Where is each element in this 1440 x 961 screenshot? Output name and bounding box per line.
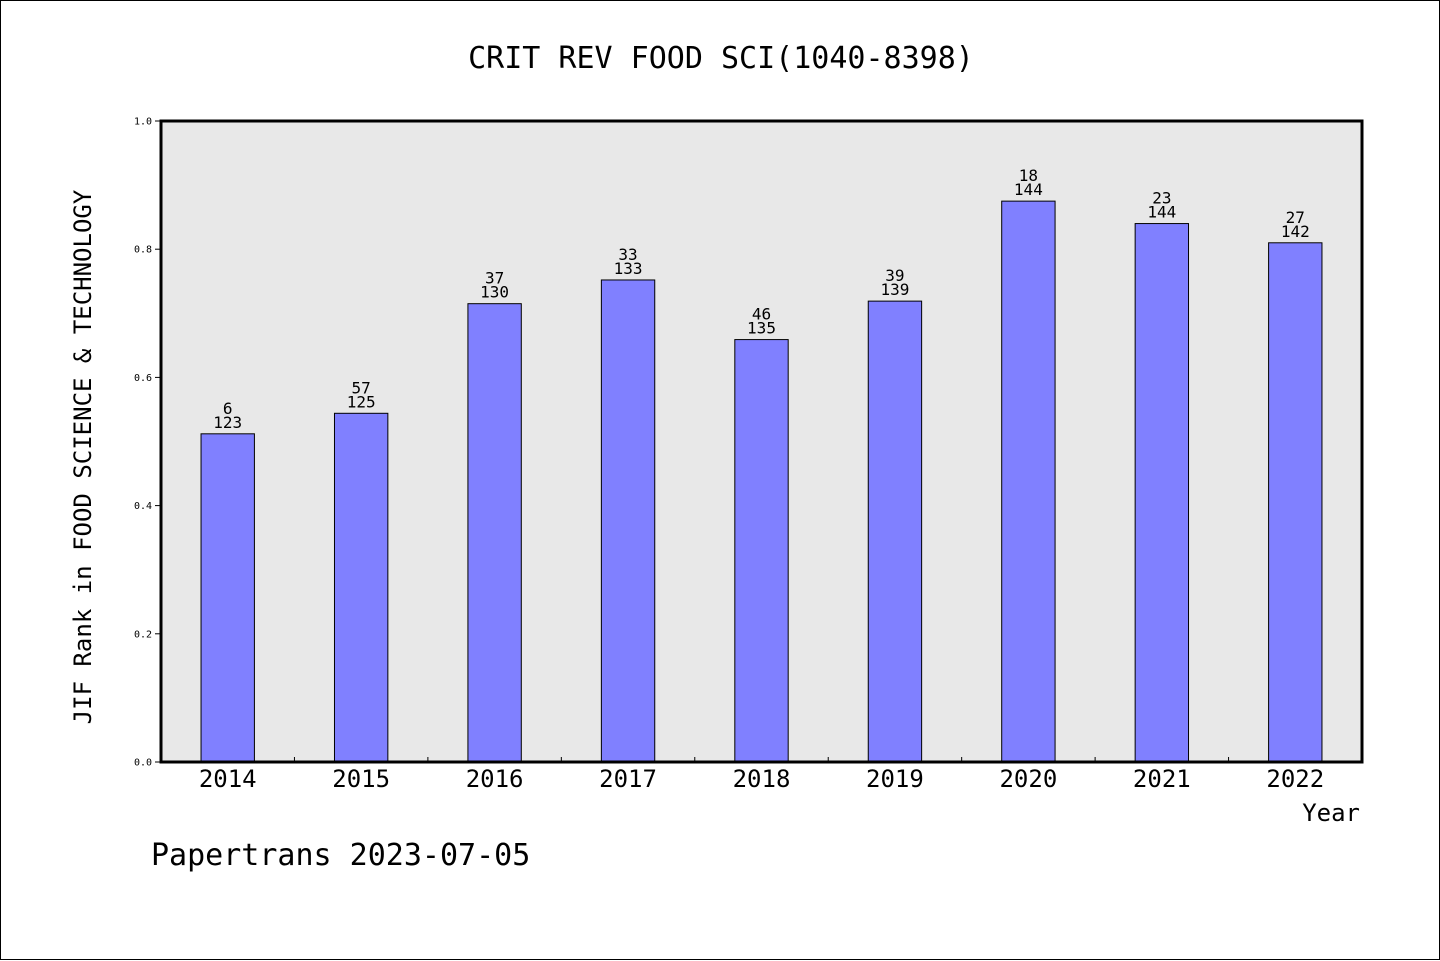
total-label-2019: 139 xyxy=(880,280,909,299)
y-tick-label-0.2: 0.2 xyxy=(134,629,152,640)
total-label-2017: 133 xyxy=(614,259,643,278)
y-axis-title: JIF Rank in FOOD SCIENCE & TECHNOLOGY xyxy=(69,189,97,724)
total-label-2015: 125 xyxy=(347,392,376,411)
bar-2014 xyxy=(200,433,255,763)
total-label-2022: 142 xyxy=(1281,222,1310,241)
bar-2020 xyxy=(1001,200,1056,763)
x-tick-label-2022: 2022 xyxy=(1266,765,1324,793)
total-label-2021: 144 xyxy=(1147,203,1176,222)
total-label-2014: 123 xyxy=(213,413,242,432)
bar-2019 xyxy=(867,300,923,763)
x-tick-label-2014: 2014 xyxy=(199,765,257,793)
bar-2021 xyxy=(1134,223,1190,763)
rank-label-2020: 18 xyxy=(1019,166,1038,185)
x-tick-label-2018: 2018 xyxy=(733,765,791,793)
rank-label-2016: 37 xyxy=(485,269,504,288)
y-tick-label-1.0: 1.0 xyxy=(134,117,152,128)
rank-label-2018: 46 xyxy=(752,305,771,324)
total-label-2020: 144 xyxy=(1014,180,1043,199)
x-tick-label-2019: 2019 xyxy=(866,765,924,793)
rank-label-2017: 33 xyxy=(618,245,637,264)
bars-group xyxy=(200,200,1323,763)
rank-label-2021: 23 xyxy=(1152,189,1171,208)
y-tick-label-0.8: 0.8 xyxy=(134,245,152,256)
y-tick-label-0.6: 0.6 xyxy=(134,373,152,384)
bar-2022 xyxy=(1268,242,1323,763)
x-tick-label-2017: 2017 xyxy=(599,765,657,793)
y-tick-label-0.0: 0.0 xyxy=(134,758,152,769)
bar-2015 xyxy=(333,412,389,763)
rank-label-2015: 57 xyxy=(352,378,371,397)
bar-2018 xyxy=(734,339,789,763)
x-axis: 2014 2015 2016 2017 2018 2019 2020 2021 2022 xyxy=(199,757,1324,793)
x-tick-label-2021: 2021 xyxy=(1133,765,1191,793)
total-label-2016: 130 xyxy=(480,283,509,302)
bar-2016 xyxy=(467,303,522,763)
x-axis-title: Year xyxy=(1302,799,1360,827)
bar-2017 xyxy=(600,279,656,763)
chart-title: CRIT REV FOOD SCI(1040-8398) xyxy=(468,41,974,76)
total-label-2018: 135 xyxy=(747,319,776,338)
y-tick-label-0.4: 0.4 xyxy=(134,501,152,512)
footer-credit: Papertrans 2023-07-05 xyxy=(151,838,530,873)
rank-label-2022: 27 xyxy=(1286,208,1305,227)
y-axis: 0.0 0.2 0.4 0.6 0.8 1.0 xyxy=(134,117,161,769)
x-tick-label-2020: 2020 xyxy=(999,765,1057,793)
rank-label-2019: 39 xyxy=(885,266,904,285)
x-tick-label-2016: 2016 xyxy=(466,765,524,793)
plot-border xyxy=(159,119,1364,764)
rank-label-2014: 6 xyxy=(223,399,233,418)
x-tick-label-2015: 2015 xyxy=(332,765,390,793)
